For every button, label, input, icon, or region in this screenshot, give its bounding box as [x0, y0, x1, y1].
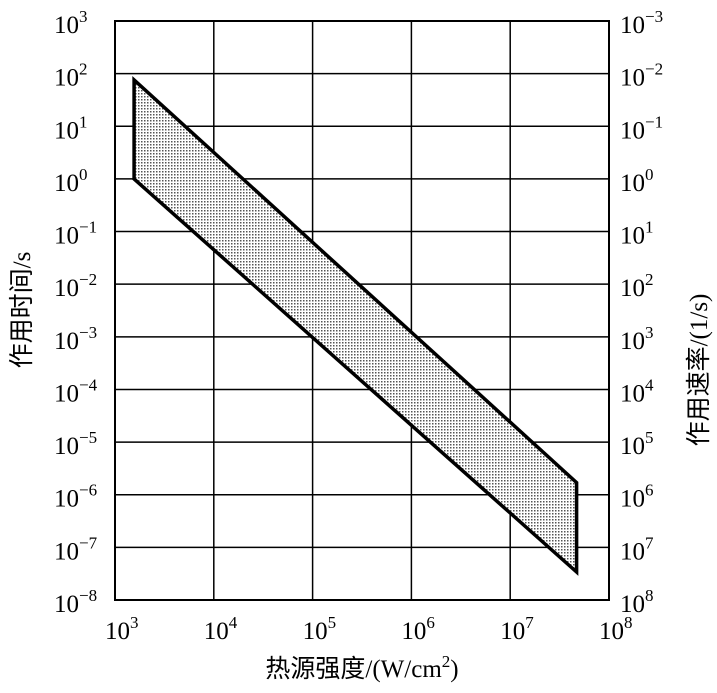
y2-tick-label: 104	[620, 375, 654, 407]
band-region	[132, 75, 579, 576]
y-tick-label: 102	[54, 60, 88, 92]
x-axis-label: 热源强度/(W/cm2)	[265, 652, 458, 683]
y-tick-label: 10−2	[54, 270, 97, 302]
x-tick-label: 108	[599, 613, 633, 645]
y-tick-label: 10−1	[54, 218, 97, 250]
x-tick-label: 105	[303, 613, 337, 645]
x-tick-label: 106	[401, 613, 435, 645]
y-tick-label: 103	[54, 7, 88, 39]
y2-tick-label: 101	[620, 218, 654, 250]
y2-tick-label: 103	[620, 323, 654, 355]
y-axis-label: 作用时间/s	[8, 252, 36, 369]
plot-frame	[114, 20, 610, 601]
y-tick-label: 10−6	[54, 481, 97, 513]
y-tick-label: 10−4	[54, 375, 98, 407]
y-tick-label: 10−3	[54, 323, 97, 355]
y-tick-label: 100	[54, 165, 88, 197]
y-tick-label: 10−8	[54, 586, 97, 618]
x-tick-label: 104	[204, 613, 238, 645]
y2-tick-label: 106	[620, 481, 654, 513]
y2-tick-label: 10−2	[620, 60, 663, 92]
y2-tick-label: 10−3	[620, 7, 663, 39]
y2-tick-label: 105	[620, 428, 654, 460]
y-tick-label: 10−7	[54, 533, 98, 565]
y-tick-label: 101	[54, 112, 88, 144]
x-tick-label: 107	[500, 613, 534, 645]
y2-tick-label: 108	[620, 586, 654, 618]
y2-tick-label: 10−1	[620, 112, 663, 144]
y2-tick-label: 100	[620, 165, 654, 197]
y2-tick-label: 102	[620, 270, 654, 302]
y2-tick-label: 107	[620, 533, 654, 565]
y-tick-label: 10−5	[54, 428, 97, 460]
y2-axis-label: 作用速率/(1/s)	[685, 294, 713, 447]
x-tick-label: 103	[105, 613, 139, 645]
